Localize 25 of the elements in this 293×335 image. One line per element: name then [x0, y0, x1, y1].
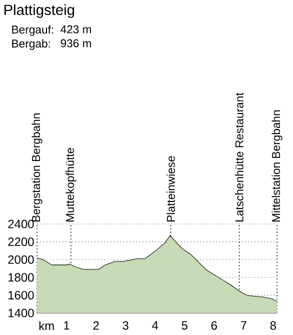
x-tick-label: 8	[270, 321, 276, 330]
chart-title: Plattigsteig	[4, 4, 74, 18]
text: 936 m	[60, 39, 92, 48]
ref-line-label: Bergstation Bergbahn	[32, 114, 42, 222]
text: Bergab:	[12, 39, 50, 50]
y-tick-label: 2000	[8, 255, 34, 264]
ref-line-label: Latschenhütte Restaurant	[235, 92, 244, 222]
text: 423 m	[60, 25, 92, 34]
y-tick-label: 1800	[8, 273, 34, 282]
x-axis-title: km	[39, 321, 54, 330]
x-tick-label: 4	[152, 321, 158, 330]
x-tick-label: 2	[93, 321, 99, 330]
x-tick-label: 1	[64, 321, 70, 330]
text: Bergauf:	[12, 25, 54, 36]
y-tick-label: 1400	[8, 308, 34, 318]
x-tick-label: 5	[182, 321, 188, 330]
ref-line-label: Platteinwiese	[166, 156, 175, 222]
x-tick-label: 6	[211, 321, 217, 330]
y-tick-label: 1600	[8, 290, 34, 300]
y-tick-label: 2400	[8, 220, 34, 228]
x-tick-label: 3	[122, 321, 128, 330]
ref-line-label: Mittelstation Bergbahn	[272, 110, 282, 222]
x-tick-label: 7	[240, 321, 246, 330]
y-tick-label: 2200	[8, 238, 34, 246]
ref-line-label: Muttekopfhütte	[66, 148, 76, 222]
